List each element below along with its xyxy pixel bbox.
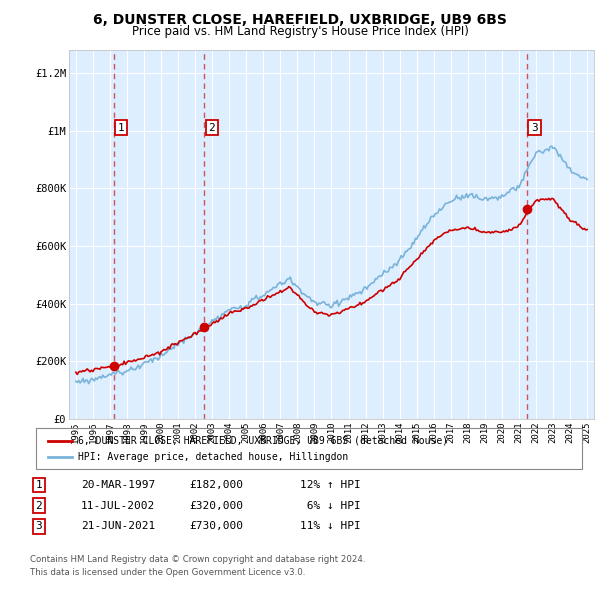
Text: 1: 1 (118, 123, 125, 133)
Text: 21-JUN-2021: 21-JUN-2021 (81, 522, 155, 531)
Text: 11% ↓ HPI: 11% ↓ HPI (300, 522, 361, 531)
Text: 11-JUL-2002: 11-JUL-2002 (81, 501, 155, 510)
Text: £730,000: £730,000 (189, 522, 243, 531)
Text: HPI: Average price, detached house, Hillingdon: HPI: Average price, detached house, Hill… (78, 453, 348, 463)
Text: 6, DUNSTER CLOSE, HAREFIELD, UXBRIDGE, UB9 6BS: 6, DUNSTER CLOSE, HAREFIELD, UXBRIDGE, U… (93, 13, 507, 27)
Text: £182,000: £182,000 (189, 480, 243, 490)
Text: 20-MAR-1997: 20-MAR-1997 (81, 480, 155, 490)
Text: £320,000: £320,000 (189, 501, 243, 510)
Text: 6, DUNSTER CLOSE, HAREFIELD, UXBRIDGE, UB9 6BS (detached house): 6, DUNSTER CLOSE, HAREFIELD, UXBRIDGE, U… (78, 436, 448, 446)
Text: 3: 3 (35, 522, 43, 531)
Text: Price paid vs. HM Land Registry's House Price Index (HPI): Price paid vs. HM Land Registry's House … (131, 25, 469, 38)
Text: 12% ↑ HPI: 12% ↑ HPI (300, 480, 361, 490)
Text: 1: 1 (35, 480, 43, 490)
Text: 2: 2 (208, 123, 215, 133)
Text: 2: 2 (35, 501, 43, 510)
Text: This data is licensed under the Open Government Licence v3.0.: This data is licensed under the Open Gov… (30, 568, 305, 577)
Text: 3: 3 (531, 123, 538, 133)
Text: 6% ↓ HPI: 6% ↓ HPI (300, 501, 361, 510)
Text: Contains HM Land Registry data © Crown copyright and database right 2024.: Contains HM Land Registry data © Crown c… (30, 555, 365, 564)
